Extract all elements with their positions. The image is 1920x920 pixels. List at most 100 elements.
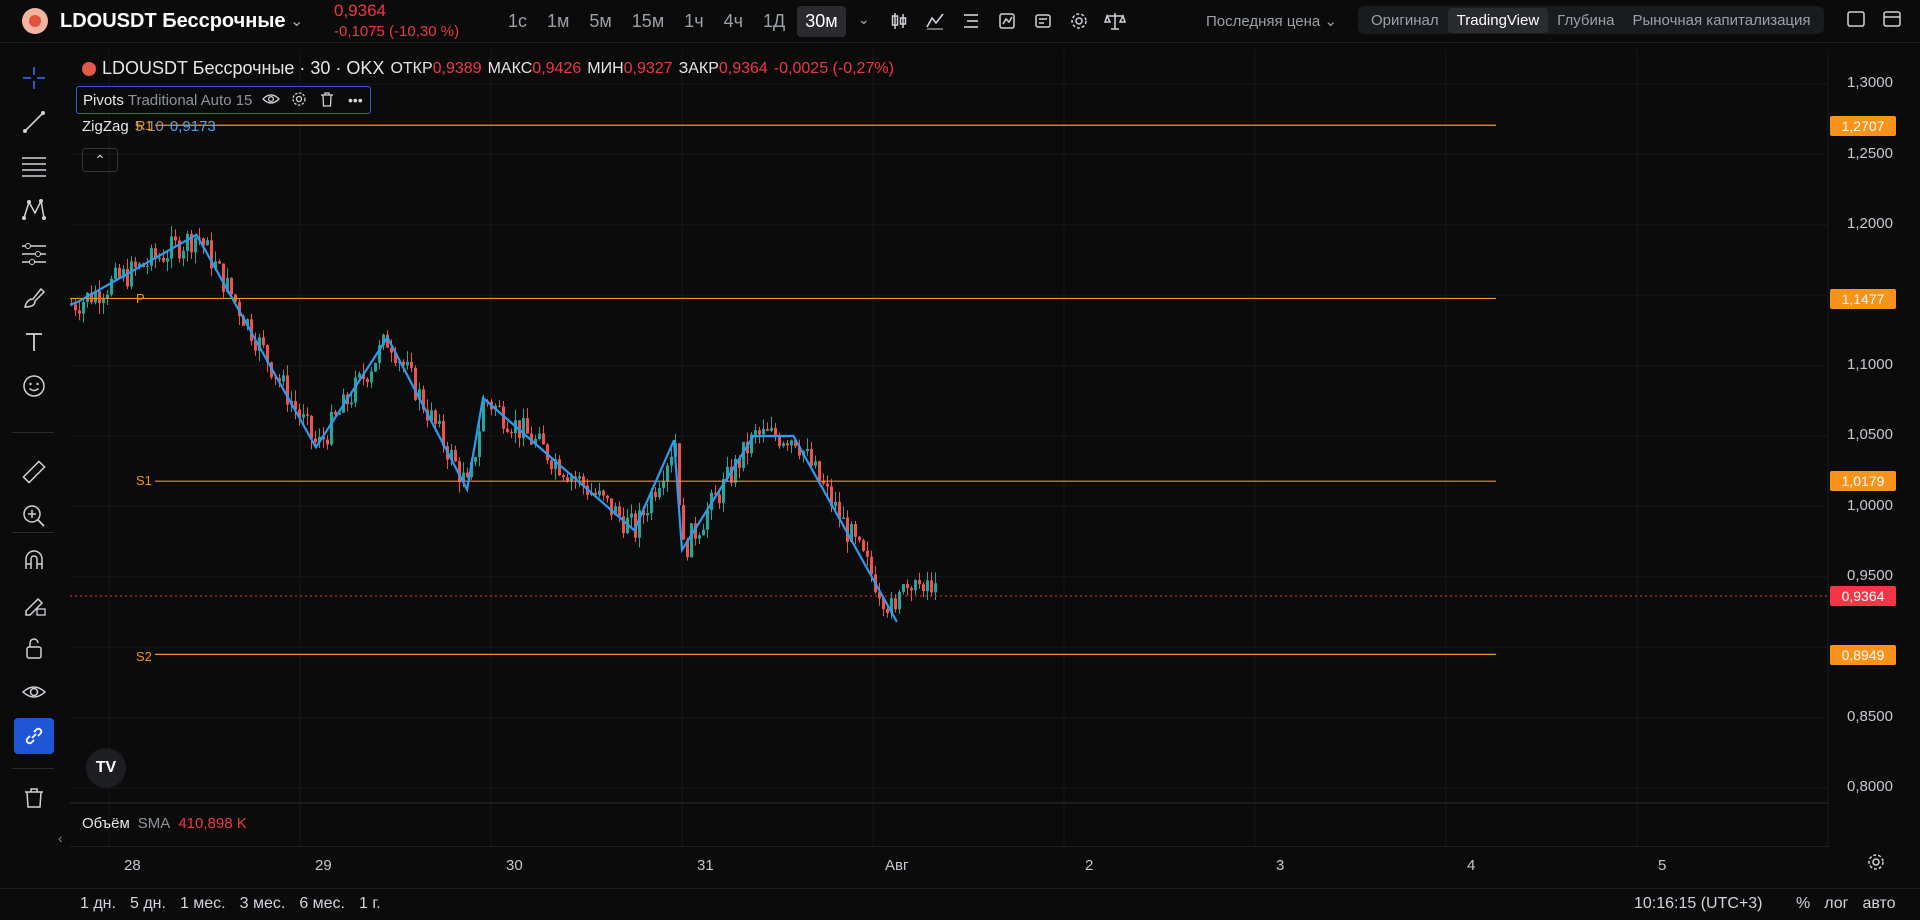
candle-body <box>390 347 393 353</box>
candle-body <box>458 461 461 483</box>
lock-drawing-icon[interactable] <box>14 586 54 622</box>
candle-body <box>694 523 697 539</box>
popout-icon[interactable] <box>1882 10 1902 31</box>
range-1m[interactable]: 1 мес. <box>179 895 226 912</box>
candles-icon[interactable] <box>886 8 912 34</box>
magnet-icon[interactable] <box>14 542 54 578</box>
interval-1h[interactable]: 1ч <box>684 11 704 31</box>
candle-body <box>442 420 445 447</box>
candle-body <box>454 449 457 462</box>
emoji-icon[interactable] <box>14 368 54 404</box>
candle-body <box>822 480 825 484</box>
interval-4h[interactable]: 4ч <box>723 11 743 31</box>
y-tick: 0,8000 <box>1847 778 1893 795</box>
candle-body <box>158 257 161 259</box>
candle-body <box>374 362 377 372</box>
log-toggle[interactable]: лог <box>1824 895 1849 912</box>
interval-1s[interactable]: 1с <box>508 11 528 31</box>
candle-body <box>78 310 81 314</box>
candle-body <box>594 492 597 496</box>
chevron-down-icon[interactable]: ⌄ <box>290 13 304 30</box>
settings-icon[interactable] <box>1066 8 1092 34</box>
scale-options: % лог авто <box>1796 895 1896 913</box>
range-1y[interactable]: 1 г. <box>359 895 381 912</box>
range-6m[interactable]: 6 мес. <box>299 895 345 912</box>
trend-line-icon[interactable] <box>14 104 54 140</box>
range-1d[interactable]: 1 дн. <box>80 895 116 912</box>
crosshair-icon[interactable] <box>14 60 54 96</box>
interval-5m[interactable]: 5м <box>589 11 612 31</box>
symbol-name[interactable]: LDOUSDT Бессрочные <box>60 10 286 32</box>
eye-icon[interactable] <box>14 674 54 710</box>
text-icon[interactable] <box>14 324 54 360</box>
candle-body <box>662 481 665 489</box>
time-axis[interactable]: 28 29 30 31 Авг 2 3 4 5 <box>70 846 1830 883</box>
candle-body <box>190 233 193 253</box>
candle-body <box>386 334 389 348</box>
pattern-icon[interactable] <box>14 192 54 228</box>
fib-retracement-icon[interactable] <box>14 148 54 184</box>
candle-body <box>890 598 893 614</box>
legend-close-value: 0,9364 <box>718 59 768 77</box>
legend-open-value: 0,9389 <box>432 59 482 77</box>
auto-toggle[interactable]: авто <box>1862 895 1896 912</box>
volume-indicator-row[interactable]: Объём SMA 410,898 K <box>82 815 247 832</box>
interval-1m[interactable]: 1м <box>547 11 570 31</box>
range-3m[interactable]: 3 мес. <box>239 895 286 912</box>
zigzag-params: 5 10 <box>134 118 164 135</box>
tab-market-cap[interactable]: Рыночная капитализация <box>1632 11 1811 29</box>
more-icon[interactable]: ••• <box>348 92 363 108</box>
tradingview-logo[interactable]: TV <box>86 748 126 788</box>
price-type-select[interactable]: Последняя цена ⌄ <box>1206 12 1337 30</box>
candle-body <box>882 598 885 610</box>
trash-icon[interactable] <box>318 91 336 110</box>
indicators-icon[interactable] <box>922 8 948 34</box>
compare-icon[interactable] <box>958 8 984 34</box>
chart-settings-icon[interactable] <box>1866 852 1886 875</box>
x-tick: 30 <box>506 857 523 874</box>
interval-30m[interactable]: 30м <box>797 6 846 37</box>
unlock-icon[interactable] <box>14 630 54 666</box>
fullscreen-icon[interactable] <box>1846 10 1866 31</box>
candle-body <box>502 406 505 429</box>
zoom-in-icon[interactable] <box>14 498 54 534</box>
replay-icon[interactable] <box>1030 8 1056 34</box>
candle-body <box>866 550 869 557</box>
collapse-legend-button[interactable]: ⌃ <box>82 148 118 172</box>
candle-body <box>550 460 553 470</box>
window-controls <box>1846 10 1902 31</box>
settings-icon[interactable] <box>290 91 308 110</box>
range-5d[interactable]: 5 дн. <box>129 895 166 912</box>
pivots-indicator-row[interactable]: Pivots Traditional Auto 15 ••• <box>76 86 372 114</box>
brush-icon[interactable] <box>14 280 54 316</box>
candle-body <box>798 446 801 456</box>
candle-body <box>370 371 373 383</box>
interval-1d[interactable]: 1Д <box>762 11 786 31</box>
candle-body <box>90 292 93 303</box>
alert-icon[interactable] <box>994 8 1020 34</box>
timezone-clock[interactable]: 10:16:15 (UTC+3) <box>1634 895 1763 912</box>
percent-toggle[interactable]: % <box>1796 895 1811 912</box>
interval-15m[interactable]: 15м <box>631 11 665 31</box>
candle-body <box>894 598 897 610</box>
candle-body <box>542 433 545 445</box>
tab-tradingview[interactable]: TradingView <box>1447 7 1549 33</box>
trash-icon[interactable] <box>14 780 54 816</box>
candle-body <box>194 237 197 253</box>
ruler-icon[interactable] <box>14 454 54 490</box>
tab-original[interactable]: Оригинал <box>1371 11 1439 29</box>
pivots-name: Pivots <box>83 91 124 109</box>
zigzag-indicator-row[interactable]: ZigZag 5 10 0,9173 <box>82 118 216 135</box>
link-icon[interactable] <box>14 718 54 754</box>
eye-icon[interactable] <box>262 92 281 109</box>
price-chart[interactable] <box>70 50 1830 850</box>
interval-chevron-icon[interactable]: ⌄ <box>858 11 870 27</box>
candle-body <box>726 466 729 480</box>
collapse-toolbar-icon[interactable]: ‹ <box>58 830 63 846</box>
candle-body <box>854 524 857 537</box>
candle-body <box>630 513 633 518</box>
candle-body <box>850 524 853 542</box>
forecast-icon[interactable] <box>14 236 54 272</box>
scales-icon[interactable] <box>1102 8 1128 34</box>
tab-depth[interactable]: Глубина <box>1557 11 1615 29</box>
